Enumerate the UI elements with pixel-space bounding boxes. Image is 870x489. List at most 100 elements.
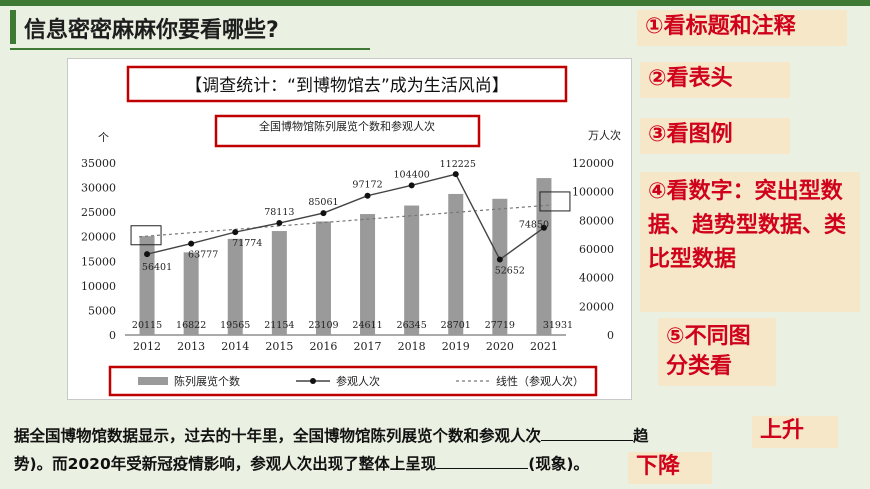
right-tick-label-3: 60000 xyxy=(579,243,614,256)
step-3-legend: ③看图例 xyxy=(640,118,790,154)
visitor-value-label-2019: 112225 xyxy=(440,159,476,170)
bar-value-label-2020: 27719 xyxy=(485,320,515,331)
bar-value-label-2016: 23109 xyxy=(308,320,338,331)
x-tick-label-2014: 2014 xyxy=(221,340,249,353)
left-tick-label-3: 15000 xyxy=(81,255,116,268)
bar-value-label-2018: 26345 xyxy=(397,320,427,331)
right-tick-label-0: 0 xyxy=(607,329,614,342)
visitor-point-2017 xyxy=(364,192,371,199)
left-tick-label-6: 30000 xyxy=(81,182,116,195)
fill-in-line-1: 据全国博物馆数据显示，过去的十年里，全国博物馆陈列展览个数和参观人次 趋 xyxy=(14,424,649,446)
legend-label-line: 参观人次 xyxy=(336,374,380,388)
slide-title: 信息密密麻麻你要看哪些? xyxy=(24,18,279,43)
x-tick-label-2020: 2020 xyxy=(486,340,514,353)
x-tick-label-2018: 2018 xyxy=(398,340,426,353)
fill-blank-2[interactable] xyxy=(436,454,529,469)
bar-2021 xyxy=(536,178,552,335)
visitor-line xyxy=(146,173,545,261)
legend-label-trend: 线性（参观人次） xyxy=(496,374,584,388)
left-tick-label-5: 25000 xyxy=(81,206,116,219)
fill-in-line-2: 势)。而2020年受新冠疫情影响，参观人次出现了整体上呈现 (现象)。 xyxy=(14,452,589,474)
fill-blank-1[interactable] xyxy=(541,426,634,441)
bar-2013 xyxy=(183,252,199,335)
x-tick-label-2013: 2013 xyxy=(177,340,205,353)
bar-value-label-2017: 24611 xyxy=(352,320,382,331)
visitor-point-2013 xyxy=(188,240,195,247)
answer-rise: 上升 xyxy=(752,416,838,448)
fill-in-line-1-text: 据全国博物馆数据显示，过去的十年里，全国博物馆陈列展览个数和参观人次 xyxy=(14,427,542,445)
visitor-point-2016 xyxy=(320,210,327,217)
left-tick-label-4: 20000 xyxy=(81,231,116,244)
header-highlight-box xyxy=(126,65,568,103)
bar-2015 xyxy=(271,231,287,335)
visitor-value-label-2012: 56401 xyxy=(142,262,172,273)
step-5-chart-types: ⑤不同图分类看 xyxy=(658,318,776,386)
legend-label-bars: 陈列展览个数 xyxy=(174,374,240,388)
fill-in-line-2-end: (现象)。 xyxy=(528,455,589,473)
bar-2019 xyxy=(448,193,464,335)
bar-2012 xyxy=(139,236,155,335)
chart-panel: 【调查统计：“到博物馆去”成为生活风尚】全国博物馆陈列展览个数和参观人次个 万人次… xyxy=(67,58,632,400)
bar-2014 xyxy=(227,238,243,335)
bar-value-label-2021: 31931 xyxy=(543,320,573,331)
step-4-numbers: ④看数字：突出型数据、趋势型数据、类比型数据 xyxy=(640,172,860,312)
visitor-point-2012 xyxy=(144,251,151,258)
left-tick-label-7: 35000 xyxy=(81,157,116,170)
title-highlight-box xyxy=(214,114,481,148)
visitor-value-label-2018: 104400 xyxy=(394,169,430,180)
slide-title-block: 信息密密麻麻你要看哪些? xyxy=(10,10,370,50)
legend-swatch-bars xyxy=(138,377,168,385)
left-tick-label-1: 5000 xyxy=(88,304,116,317)
right-tick-label-4: 80000 xyxy=(579,214,614,227)
bar-value-label-2019: 28701 xyxy=(441,320,471,331)
visitor-value-label-2021: 74850 xyxy=(519,220,549,231)
chart-title: 全国博物馆陈列展览个数和参观人次 xyxy=(259,119,435,133)
left-tick-label-0: 0 xyxy=(109,329,116,342)
visitor-point-2020 xyxy=(496,256,503,263)
left-tick-label-2: 10000 xyxy=(81,280,116,293)
legend-swatch-line-marker xyxy=(310,378,316,384)
visitor-point-2015 xyxy=(276,220,283,227)
x-tick-label-2019: 2019 xyxy=(442,340,470,353)
visitor-point-2019 xyxy=(452,171,459,178)
right-axis-unit: 万人次 xyxy=(588,128,621,142)
visitor-value-label-2015: 78113 xyxy=(264,207,294,218)
bar-2017 xyxy=(360,214,376,335)
step-2-header: ②看表头 xyxy=(640,62,790,98)
chart-header: 【调查统计：“到博物馆去”成为生活风尚】 xyxy=(185,76,509,96)
bar-value-label-2013: 16822 xyxy=(176,320,206,331)
visitor-point-2021 xyxy=(540,224,547,231)
bar-2018 xyxy=(404,205,420,335)
x-tick-label-2017: 2017 xyxy=(354,340,382,353)
bar-value-label-2014: 19565 xyxy=(220,320,250,331)
x-tick-label-2012: 2012 xyxy=(133,340,161,353)
left-axis-unit: 个 xyxy=(98,131,109,144)
right-tick-label-2: 40000 xyxy=(579,272,614,285)
top-accent-bar xyxy=(0,0,870,6)
x-tick-label-2016: 2016 xyxy=(309,340,337,353)
bar-value-label-2012: 20115 xyxy=(132,320,162,331)
visitor-point-2018 xyxy=(408,182,415,189)
bar-2020 xyxy=(492,198,508,335)
bar-2016 xyxy=(315,221,331,335)
step-1-title-and-notes: ①看标题和注释 xyxy=(637,10,847,46)
x-tick-label-2021: 2021 xyxy=(530,340,558,353)
title-accent xyxy=(10,10,16,44)
trend-end-box xyxy=(539,191,571,212)
visitor-value-label-2020: 52652 xyxy=(495,266,525,277)
fill-in-line-1-end: 趋 xyxy=(633,427,649,445)
visitor-value-label-2014: 71774 xyxy=(232,238,262,249)
trend-start-box xyxy=(130,225,162,246)
right-tick-label-5: 100000 xyxy=(572,186,614,199)
visitor-value-label-2017: 97172 xyxy=(352,180,382,191)
title-underline xyxy=(10,48,370,50)
answer-fall: 下降 xyxy=(628,452,712,484)
right-tick-label-6: 120000 xyxy=(572,157,614,170)
trend-line xyxy=(139,204,552,238)
visitor-point-2014 xyxy=(232,229,239,236)
visitor-value-label-2013: 63777 xyxy=(188,250,218,261)
visitor-value-label-2016: 85061 xyxy=(308,197,338,208)
bar-value-label-2015: 21154 xyxy=(264,320,294,331)
legend-highlight-box xyxy=(108,365,598,397)
